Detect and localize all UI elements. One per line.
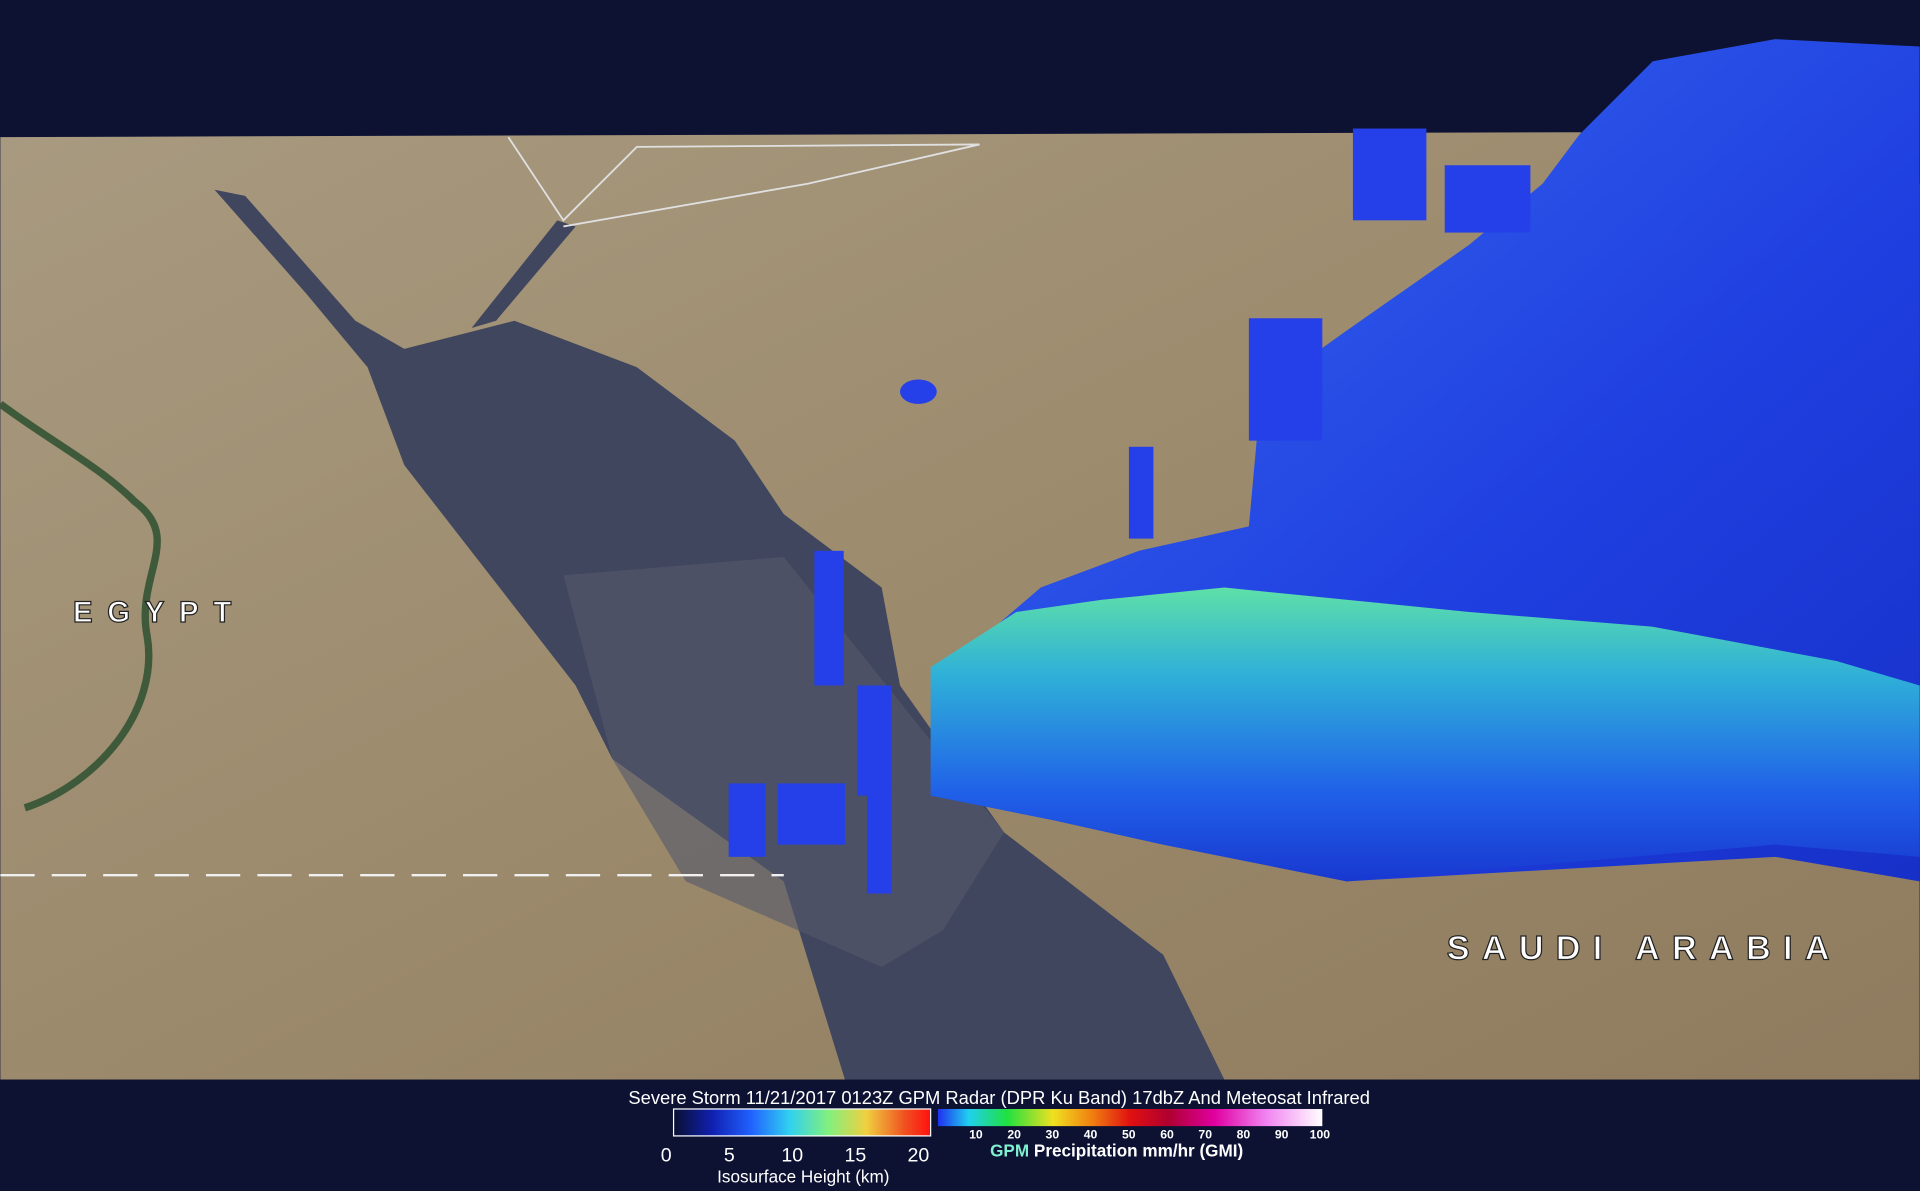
storm-cell [866, 783, 892, 894]
precip-legend-text: Precipitation mm/hr (GMI) [1034, 1141, 1243, 1161]
storm-cell [900, 379, 937, 404]
precip-tick-label: 50 [1122, 1127, 1136, 1141]
country-label: SAUDI ARABIA [1447, 930, 1842, 968]
title: Severe Storm 11/21/2017 0123Z GPM Radar … [628, 1087, 1370, 1108]
height-tick-label: 20 [907, 1145, 929, 1167]
storm-cell [1444, 165, 1531, 233]
precip-tick-label: 30 [1046, 1127, 1060, 1141]
height-legend-label: Isosurface Height (km) [717, 1166, 889, 1186]
precip-tick-label: 100 [1310, 1127, 1331, 1141]
radar-swath [563, 556, 1005, 967]
storm-cell [728, 783, 766, 857]
storm-cell [857, 685, 892, 796]
precip-colorbar [937, 1108, 1323, 1127]
height-tick-label: 10 [781, 1145, 803, 1167]
legend-panel [0, 1079, 1920, 1191]
storm-cell [814, 550, 844, 686]
border [507, 136, 980, 228]
country-label: EGYPT [73, 596, 246, 629]
precip-tick-label: 20 [1007, 1127, 1021, 1141]
precip-tick-label: 80 [1237, 1127, 1251, 1141]
gulf-of-aqaba [471, 220, 576, 329]
height-tick-label: 5 [724, 1145, 735, 1167]
height-colorbar [672, 1108, 932, 1137]
storm-cell [1248, 318, 1323, 441]
storm-cell [1352, 128, 1427, 221]
nile-river [0, 400, 161, 812]
precip-legend-label: GPM Precipitation mm/hr (GMI) [990, 1141, 1243, 1161]
precip-tick-label: 10 [969, 1127, 983, 1141]
storm-cell [1128, 446, 1154, 539]
storm-cell [777, 783, 845, 845]
storm-cells [728, 128, 1531, 894]
precip-tick-label: 90 [1275, 1127, 1289, 1141]
height-tick-label: 0 [661, 1145, 672, 1167]
precip-tick-label: 40 [1084, 1127, 1098, 1141]
height-tick-label: 15 [844, 1145, 866, 1167]
storm-front [930, 587, 1920, 882]
precip-tick-label: 60 [1160, 1127, 1174, 1141]
precip-legend-prefix: GPM [990, 1141, 1029, 1161]
precip-tick-label: 70 [1198, 1127, 1212, 1141]
